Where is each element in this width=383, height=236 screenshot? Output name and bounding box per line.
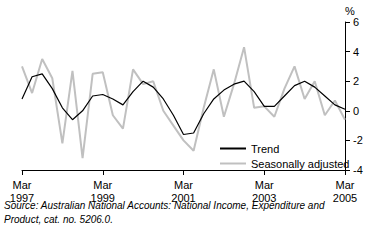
svg-text:Mar: Mar [93,179,112,191]
svg-text:Trend: Trend [251,143,279,155]
svg-text:2001: 2001 [171,192,195,204]
svg-text:-2: -2 [353,134,363,146]
svg-text:6: 6 [353,16,359,28]
svg-text:1997: 1997 [10,192,34,204]
svg-text:%: % [345,5,355,17]
svg-text:2005: 2005 [333,192,357,204]
svg-text:Mar: Mar [336,179,355,191]
svg-text:1999: 1999 [91,192,115,204]
svg-text:0: 0 [353,105,359,117]
svg-text:Mar: Mar [255,179,274,191]
svg-text:2003: 2003 [252,192,276,204]
svg-text:2: 2 [353,75,359,87]
svg-text:Product, cat. no. 5206.0.: Product, cat. no. 5206.0. [4,214,113,225]
svg-text:4: 4 [353,46,359,58]
svg-text:Seasonally adjusted: Seasonally adjusted [251,158,349,170]
svg-text:Mar: Mar [174,179,193,191]
svg-text:Source: Australian National Ac: Source: Australian National Accounts: Na… [4,200,325,211]
svg-text:-4: -4 [353,164,363,176]
svg-text:Mar: Mar [13,179,32,191]
